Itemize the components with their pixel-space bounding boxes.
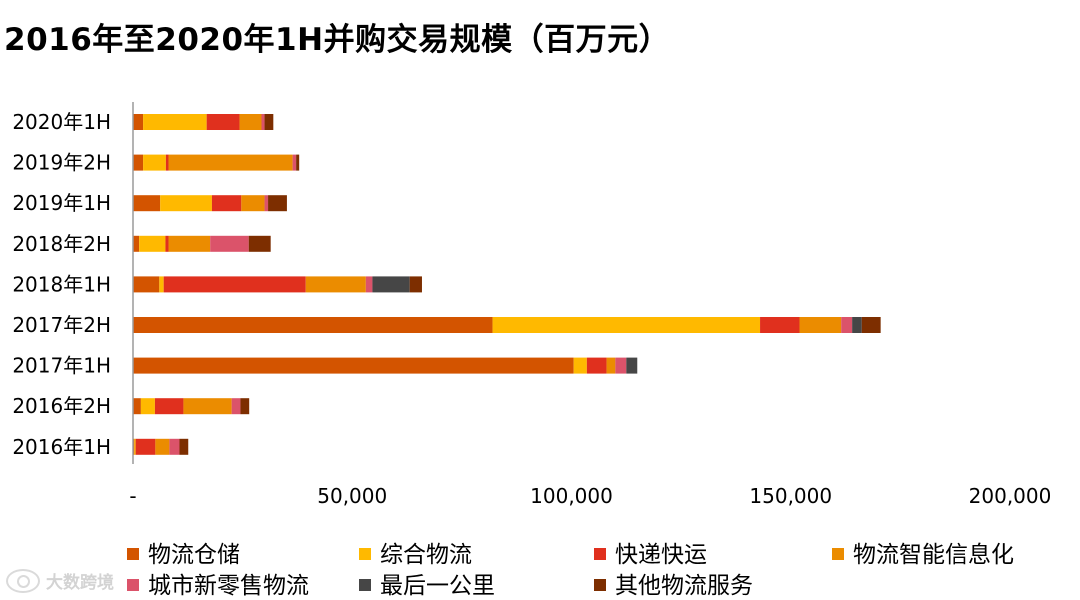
legend-swatch bbox=[127, 579, 139, 591]
x-axis-labels: - 50,000 100,000 150,000 200,000 bbox=[129, 484, 1051, 508]
bar-segment-2 bbox=[164, 276, 306, 292]
x-tick-label: 50,000 bbox=[317, 484, 387, 508]
legend-label: 综合物流 bbox=[380, 542, 472, 568]
bar-segment-6 bbox=[862, 317, 881, 333]
bar-segment-3 bbox=[240, 114, 262, 130]
y-tick-label: 2019年1H bbox=[12, 191, 111, 215]
x-tick-label: 150,000 bbox=[749, 484, 832, 508]
bar-segment-0 bbox=[133, 317, 493, 333]
bar-segment-3 bbox=[607, 358, 616, 374]
y-tick-label: 2017年2H bbox=[12, 313, 111, 337]
bar-segment-5 bbox=[372, 276, 409, 292]
x-tick-label: - bbox=[129, 484, 136, 508]
legend-swatch bbox=[359, 579, 371, 591]
bar-segment-5 bbox=[852, 317, 862, 333]
bar-segment-2 bbox=[212, 195, 241, 211]
legend-label: 物流智能信息化 bbox=[853, 542, 1014, 568]
bar-segment-4 bbox=[841, 317, 852, 333]
bar-segment-1 bbox=[141, 398, 155, 414]
legend-swatch bbox=[594, 548, 606, 560]
chart-area: 2020年1H 2019年2H 2019年1H 2018年2H 2018年1H 2017年… bbox=[0, 0, 1080, 600]
bar-segment-4 bbox=[265, 195, 269, 211]
bar-segment-1 bbox=[143, 155, 166, 171]
legend-label: 物流仓储 bbox=[148, 542, 240, 568]
bar-segment-4 bbox=[366, 276, 373, 292]
bar-segment-1 bbox=[143, 114, 207, 130]
bar-segment-0 bbox=[133, 276, 159, 292]
bar-segment-0 bbox=[133, 195, 160, 211]
bar-segment-6 bbox=[296, 155, 299, 171]
bar-segment-6 bbox=[265, 114, 274, 130]
bar-segment-4 bbox=[232, 398, 241, 414]
bar-segment-1 bbox=[160, 195, 212, 211]
bar-segment-6 bbox=[268, 195, 287, 211]
bar-segment-4 bbox=[169, 439, 179, 455]
bar-segment-3 bbox=[169, 236, 211, 252]
y-tick-label: 2019年2H bbox=[12, 151, 111, 175]
watermark: 大数跨境 bbox=[6, 568, 114, 593]
bar-segment-1 bbox=[134, 439, 135, 455]
bar-segment-0 bbox=[133, 398, 141, 414]
bar-segment-1 bbox=[574, 358, 587, 374]
legend-label: 城市新零售物流 bbox=[148, 573, 309, 599]
bar-segment-2 bbox=[166, 155, 169, 171]
y-tick-label: 2018年2H bbox=[12, 232, 111, 256]
bar-segment-6 bbox=[410, 276, 422, 292]
bar-segment-3 bbox=[169, 155, 293, 171]
bar-segment-4 bbox=[615, 358, 626, 374]
bar-segment-6 bbox=[249, 236, 271, 252]
bar-segment-3 bbox=[800, 317, 842, 333]
bar-group bbox=[133, 114, 881, 455]
legend-swatch bbox=[359, 548, 371, 560]
bar-segment-1 bbox=[139, 236, 165, 252]
y-tick-label: 2020年1H bbox=[12, 110, 111, 134]
bar-segment-2 bbox=[165, 236, 168, 252]
y-tick-label: 2016年1H bbox=[12, 435, 111, 459]
bar-segment-3 bbox=[155, 439, 169, 455]
legend-swatch bbox=[127, 548, 139, 560]
y-tick-label: 2017年1H bbox=[12, 354, 111, 378]
bar-segment-0 bbox=[133, 236, 139, 252]
bar-segment-4 bbox=[210, 236, 249, 252]
bar-segment-4 bbox=[293, 155, 297, 171]
watermark-text: 大数跨境 bbox=[46, 568, 114, 593]
legend-label: 快递快运 bbox=[615, 542, 707, 568]
bar-segment-3 bbox=[241, 195, 264, 211]
bar-segment-4 bbox=[261, 114, 264, 130]
x-tick-label: 200,000 bbox=[969, 484, 1052, 508]
bar-segment-5 bbox=[626, 358, 637, 374]
legend-swatch bbox=[832, 548, 844, 560]
legend-label: 最后一公里 bbox=[380, 573, 495, 599]
bar-segment-2 bbox=[155, 398, 184, 414]
legend-swatch bbox=[594, 579, 606, 591]
bar-segment-3 bbox=[183, 398, 231, 414]
x-tick-label: 100,000 bbox=[530, 484, 613, 508]
bar-segment-0 bbox=[133, 358, 574, 374]
watermark-logo-icon bbox=[6, 569, 40, 593]
bar-segment-2 bbox=[587, 358, 607, 374]
bar-segment-1 bbox=[159, 276, 163, 292]
y-tick-label: 2018年1H bbox=[12, 272, 111, 296]
bar-segment-2 bbox=[760, 317, 799, 333]
bar-segment-2 bbox=[207, 114, 240, 130]
bar-segment-0 bbox=[133, 155, 143, 171]
bar-segment-0 bbox=[133, 114, 143, 130]
bar-segment-3 bbox=[306, 276, 366, 292]
bar-segment-1 bbox=[493, 317, 760, 333]
bar-segment-6 bbox=[179, 439, 188, 455]
y-axis-labels: 2020年1H 2019年2H 2019年1H 2018年2H 2018年1H 2017年… bbox=[12, 110, 111, 459]
y-tick-label: 2016年2H bbox=[12, 394, 111, 418]
bar-segment-6 bbox=[240, 398, 249, 414]
legend-label: 其他物流服务 bbox=[615, 573, 753, 599]
bar-segment-2 bbox=[136, 439, 156, 455]
